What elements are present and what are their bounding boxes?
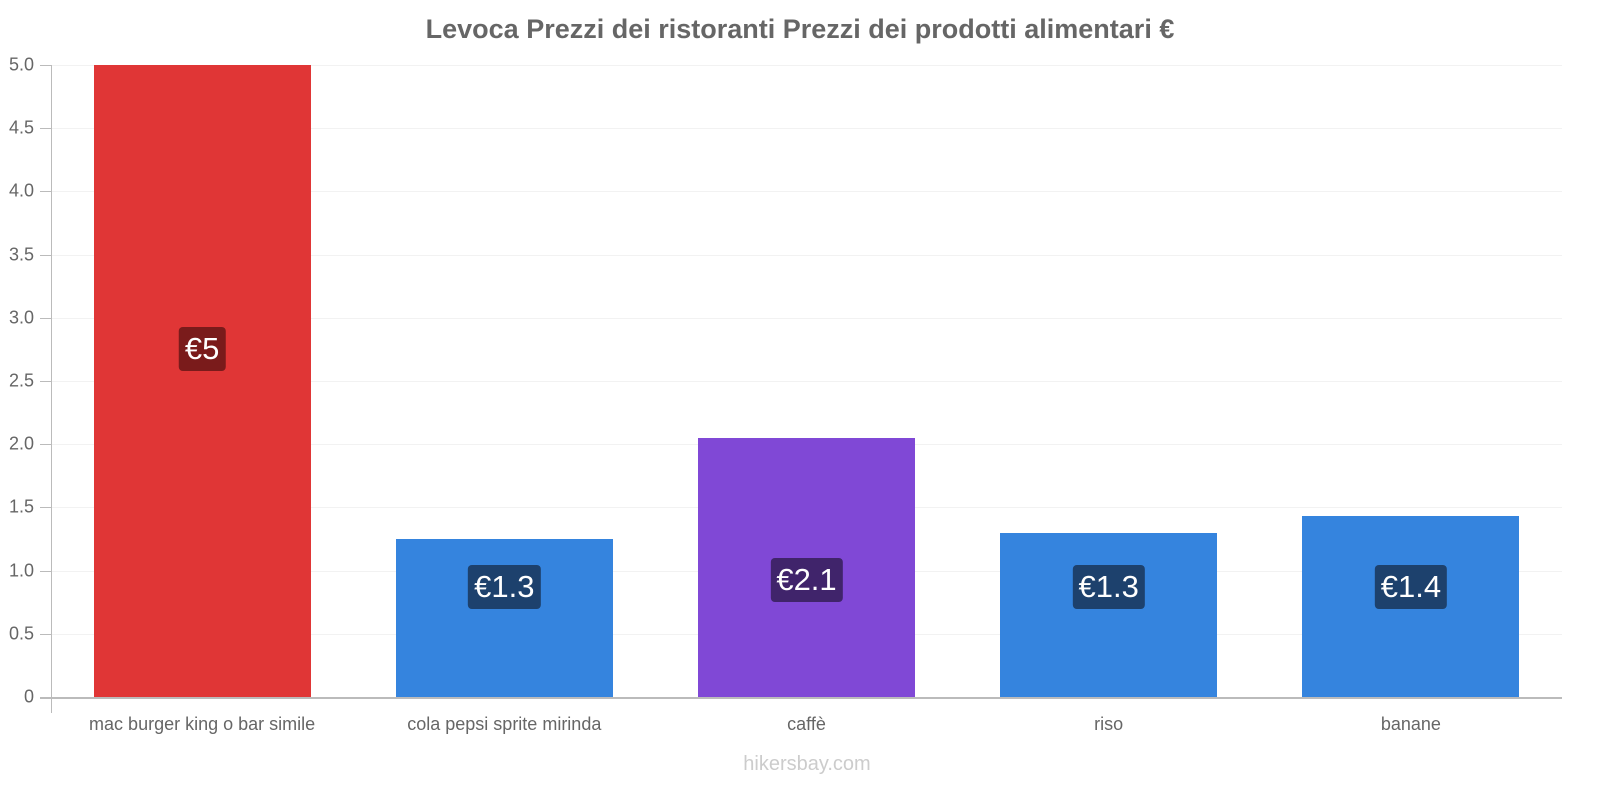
y-tick-mark [40,507,51,509]
gridline [51,317,1562,319]
bar-riso[interactable]: €1.3 [1000,532,1218,697]
y-tick-label: 4.0 [8,180,34,201]
x-tick-label: caffè [787,714,826,734]
x-tick-label: cola pepsi sprite mirinda [407,714,602,734]
bar-value-label: €1.4 [1374,565,1448,609]
gridline [51,381,1562,382]
bar-banane[interactable]: €1.4 [1302,516,1520,697]
y-tick-label: 0.5 [8,623,34,644]
y-tick-mark [40,128,51,130]
bar-mac-burger-king-o-bar-simile[interactable]: €5 [93,65,311,697]
bar-value-label: €2.1 [770,558,843,603]
y-tick-label: 3.5 [8,244,34,265]
y-tick-mark [40,381,51,382]
y-tick-mark [40,191,51,193]
y-tick-label: 1.5 [8,496,34,517]
y-tick-mark [40,254,51,256]
y-tick-mark [40,65,51,66]
bar-value-label: €1.3 [468,565,541,609]
y-tick-mark [40,444,51,446]
gridline [51,128,1562,130]
y-tick-label: 0 [23,686,34,707]
y-tick-label: 4.5 [8,117,34,138]
y-tick-label: 1.0 [8,560,34,581]
chart-title: Levoca Prezzi dei ristoranti Prezzi dei … [425,14,1175,44]
watermark: hikersbay.com [743,753,871,775]
y-tick-mark [40,570,51,572]
y-tick-mark [40,633,51,635]
y-tick-label: 2.5 [8,370,34,391]
y-axis-line [51,65,52,713]
gridline [51,65,1562,66]
x-tick-label: mac burger king o bar simile [89,714,316,734]
y-tick-mark [40,317,51,319]
gridline [51,254,1562,256]
x-tick-label: riso [1094,714,1124,734]
gridline [51,191,1562,193]
bar-cola-pepsi-sprite-mirinda[interactable]: €1.3 [395,539,613,697]
x-axis-line [40,697,1562,699]
bar-value-label: €1.3 [1072,565,1145,609]
x-tick-label: banane [1380,714,1441,734]
bar-caffè[interactable]: €2.1 [698,437,915,697]
plot-area: €5 €1.3 €2.1 €1.3 €1.4 [51,65,1562,697]
bar-value-label: €5 [178,327,226,372]
y-tick-label: 3.0 [8,307,34,328]
y-tick-label: 5.0 [8,54,34,75]
y-tick-label: 2.0 [8,433,34,454]
